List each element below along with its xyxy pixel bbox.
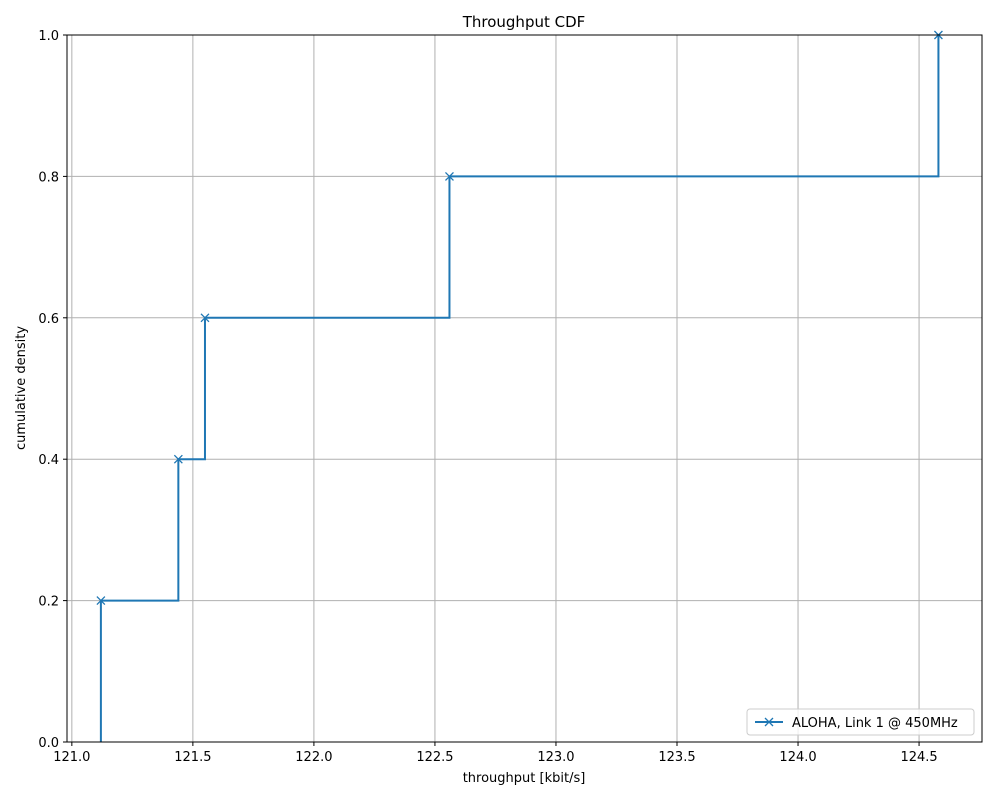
legend-entry-label: ALOHA, Link 1 @ 450MHz [792,716,958,731]
x-axis-ticks: 121.0 121.5 122.0 122.5 123.0 123.5 124.0 124.5 [53,742,938,765]
y-tick-label: 0.6 [38,312,59,327]
data-point-marker [173,454,183,464]
plot-frame [66,34,983,743]
x-tick-label: 122.5 [416,750,453,765]
legend-box [746,708,975,736]
x-tick-label: 122.0 [295,750,332,765]
y-tick-label: 0.4 [38,453,59,468]
series-layer [96,30,943,742]
chart-title: Throughput CDF [462,13,586,31]
x-tick-label: 124.5 [900,750,937,765]
x-axis-label: throughput [kbit/s] [463,771,586,786]
data-point-marker [200,313,210,323]
data-point-marker [96,596,106,606]
x-tick-label: 123.0 [537,750,574,765]
y-tick-label: 0.8 [38,170,59,185]
y-tick-label: 0.2 [38,595,59,610]
legend: ALOHA, Link 1 @ 450MHz [746,708,975,736]
x-tick-label: 121.0 [53,750,90,765]
data-point-marker [445,171,454,181]
plot-background [67,35,982,742]
y-tick-label: 1.0 [38,29,59,44]
legend-marker-swatch [764,717,774,727]
y-axis-ticks: 0.0 0.2 0.4 0.6 0.8 1.0 [38,29,67,751]
x-tick-label: 121.5 [174,750,211,765]
x-tick-label: 123.5 [658,750,695,765]
series-line [99,35,940,742]
y-tick-label: 0.0 [38,736,59,751]
x-tick-label: 124.0 [779,750,816,765]
y-axis-label: cumulative density [14,326,29,450]
